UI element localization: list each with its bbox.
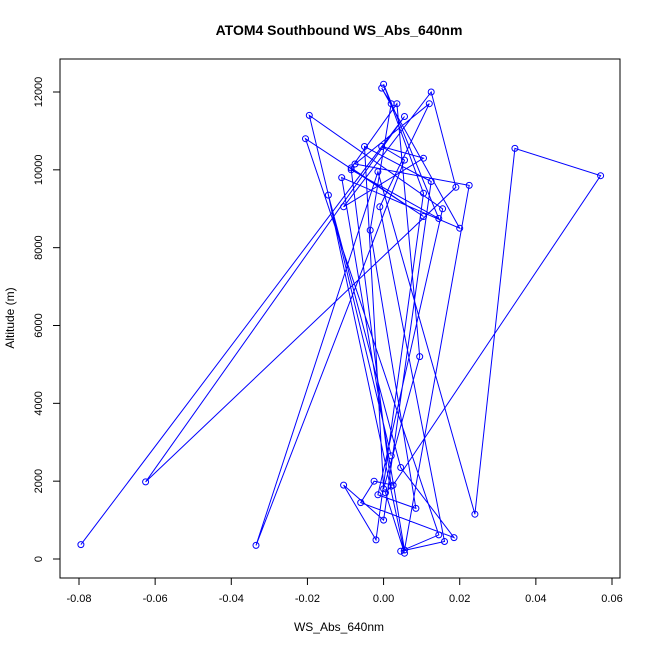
x-tick-label: -0.08 [66, 593, 91, 605]
data-point [420, 213, 427, 220]
data-point [142, 478, 150, 486]
data-point [252, 541, 260, 549]
data-point [420, 154, 427, 162]
data-point [401, 546, 408, 554]
data-point [439, 205, 447, 213]
data-point [397, 547, 405, 555]
y-axis: 0 2000 4000 6000 8000 10000 12000 [33, 77, 61, 562]
data-point [372, 536, 380, 544]
data-point [357, 499, 365, 507]
data-point [427, 88, 435, 96]
x-axis-label: WS_Abs_640nm [294, 620, 384, 634]
data-point [412, 504, 420, 512]
data-point [338, 174, 346, 182]
data-point [340, 481, 348, 489]
data-point [456, 224, 464, 232]
chart-title: ATOM4 Southbound WS_Abs_640nm [216, 22, 463, 38]
data-points [77, 80, 605, 557]
data-point [374, 168, 382, 176]
data-point [347, 166, 355, 174]
data-point [347, 164, 355, 172]
data-point [77, 541, 85, 549]
y-tick-label: 10000 [33, 155, 45, 186]
x-tick-label: 0.00 [373, 593, 394, 605]
data-point [401, 156, 408, 164]
x-tick-label: 0.02 [449, 593, 470, 605]
data-point [387, 452, 395, 460]
data-point [401, 113, 408, 120]
data-point [465, 181, 473, 189]
data-point [380, 80, 388, 88]
data-point [420, 189, 427, 197]
data-point [302, 135, 309, 143]
x-tick-label: 0.04 [525, 593, 546, 605]
data-point [378, 84, 386, 92]
x-tick-label: -0.04 [219, 593, 244, 605]
data-point [427, 178, 435, 185]
x-tick-label: -0.06 [143, 593, 168, 605]
data-point [361, 143, 368, 150]
data-point [340, 203, 348, 211]
series-line [80, 84, 602, 554]
data-point [366, 226, 374, 234]
data-point [370, 477, 378, 485]
data-point [305, 111, 313, 119]
data-point [471, 510, 479, 518]
data-point [401, 549, 408, 557]
data-point [380, 485, 388, 493]
data-point [382, 489, 389, 497]
data-point [376, 203, 384, 211]
data-point [435, 531, 443, 539]
data-point [597, 172, 605, 180]
data-point [378, 143, 386, 150]
data-point [387, 482, 395, 490]
data-point [435, 215, 443, 222]
data-point [416, 353, 424, 361]
data-point [324, 191, 332, 199]
data-point [351, 160, 359, 168]
y-tick-label: 2000 [33, 469, 45, 493]
data-point [387, 100, 395, 108]
data-point [374, 491, 382, 499]
y-tick-label: 0 [33, 556, 45, 562]
data-point [397, 464, 405, 471]
y-tick-label: 8000 [33, 235, 45, 259]
y-tick-label: 6000 [33, 313, 45, 337]
x-axis: -0.08 -0.06 -0.04 -0.02 0.00 0.02 0.04 0.06 [66, 577, 623, 605]
data-point [425, 100, 433, 108]
y-axis-label: Altitude (m) [3, 287, 17, 348]
data-point [450, 534, 458, 542]
y-tick-label: 4000 [33, 391, 45, 415]
y-tick-label: 12000 [33, 77, 45, 108]
data-point [452, 183, 460, 191]
data-point [441, 538, 448, 545]
data-point [511, 144, 519, 152]
data-point [380, 516, 388, 524]
x-tick-label: -0.02 [295, 593, 320, 605]
x-tick-label: 0.06 [601, 593, 622, 605]
